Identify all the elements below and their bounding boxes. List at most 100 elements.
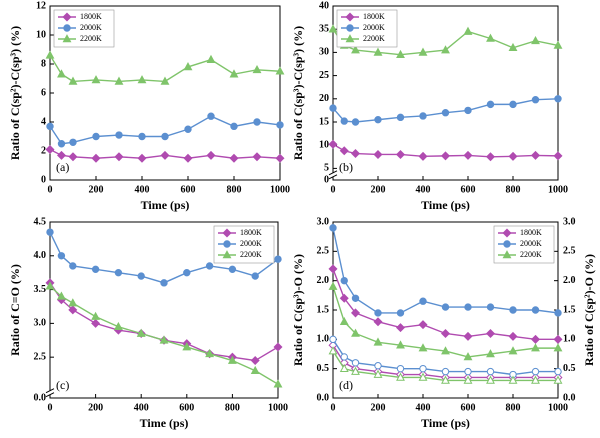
- marker: [486, 303, 495, 311]
- marker: [418, 151, 428, 161]
- marker: [485, 152, 496, 162]
- marker: [160, 150, 170, 160]
- marker: [205, 348, 215, 358]
- marker: [137, 75, 147, 84]
- marker: [340, 276, 348, 285]
- marker: [395, 149, 406, 159]
- y-tick-label: 10: [36, 29, 46, 40]
- marker: [273, 342, 283, 352]
- x-axis-label: Time (ps): [421, 416, 470, 430]
- legend: 1800K 2000K 2200K: [336, 9, 398, 48]
- y-tick-label: 2.0: [317, 275, 330, 286]
- marker: [223, 240, 231, 248]
- y-tick-label: 0: [324, 174, 329, 185]
- marker: [440, 151, 451, 161]
- marker: [351, 359, 360, 367]
- marker: [463, 352, 473, 361]
- marker: [418, 343, 428, 352]
- marker: [509, 306, 517, 314]
- y-tick-label: 8: [41, 58, 46, 69]
- marker: [553, 151, 563, 161]
- marker: [339, 316, 349, 326]
- x-tick-label: 600: [181, 184, 196, 195]
- legend-label: 1800K: [363, 12, 385, 21]
- y-tick-label: 35: [319, 23, 329, 34]
- marker: [91, 153, 101, 163]
- marker: [464, 303, 472, 311]
- marker: [57, 252, 66, 260]
- marker: [137, 153, 147, 163]
- x-tick-label: 800: [506, 184, 521, 195]
- marker: [530, 334, 541, 344]
- y-tick-label: 15: [319, 116, 329, 127]
- marker: [346, 24, 354, 32]
- marker: [508, 331, 518, 341]
- marker: [227, 355, 237, 364]
- marker: [137, 272, 145, 280]
- marker: [57, 140, 66, 148]
- marker: [46, 228, 54, 236]
- marker: [502, 228, 512, 238]
- marker: [503, 240, 511, 248]
- marker: [531, 367, 540, 376]
- panel-annotation: (a): [56, 160, 69, 174]
- y-tick-label: 4.0: [34, 250, 47, 261]
- marker: [222, 250, 232, 259]
- marker: [350, 308, 361, 318]
- marker: [531, 375, 540, 384]
- x-tick-label: 1000: [268, 402, 288, 413]
- marker: [91, 318, 101, 328]
- y-tick-label: 25: [319, 70, 329, 81]
- marker: [441, 303, 450, 311]
- axis-break-gap: [47, 390, 53, 395]
- marker: [350, 149, 361, 159]
- y-tick-label: 3.0: [34, 318, 47, 329]
- marker: [531, 35, 540, 45]
- marker: [229, 153, 239, 163]
- marker: [351, 294, 360, 302]
- x-tick-label: 600: [461, 184, 476, 195]
- marker: [161, 132, 169, 141]
- x-axis-label: Time (ps): [141, 198, 190, 212]
- y-tick-label: 4.5: [34, 216, 47, 227]
- y-tick-label: 30: [319, 47, 329, 58]
- marker: [374, 115, 382, 124]
- marker: [373, 317, 383, 327]
- marker: [396, 113, 405, 122]
- y-tick-label: 3.5: [34, 284, 47, 295]
- marker: [329, 224, 337, 232]
- y-tick-label: 2: [41, 145, 46, 156]
- y2-axis-label: Ratio of C(sp²)-O (%): [582, 254, 596, 366]
- marker: [419, 297, 427, 305]
- y-axis-label: Ratio of C=O (%): [8, 264, 22, 356]
- y-tick-label: 0.5: [563, 363, 576, 374]
- legend: 1800K 2000K 2200K: [493, 225, 555, 264]
- x-tick-label: 400: [416, 402, 431, 413]
- marker: [275, 66, 285, 75]
- series-line: [332, 286, 558, 358]
- marker: [419, 364, 427, 373]
- marker: [508, 42, 518, 52]
- marker: [441, 375, 450, 384]
- marker: [463, 26, 473, 35]
- marker: [69, 138, 77, 147]
- x-tick-label: 400: [135, 184, 150, 195]
- x-axis-label: Time (ps): [140, 416, 189, 430]
- marker: [351, 118, 360, 126]
- marker: [441, 45, 450, 54]
- marker: [253, 118, 261, 126]
- marker: [159, 335, 169, 344]
- x-axis-label: Time (ps): [421, 198, 470, 212]
- marker: [68, 305, 78, 315]
- marker: [345, 34, 355, 43]
- marker: [205, 262, 214, 270]
- marker: [486, 367, 495, 376]
- marker: [328, 346, 338, 355]
- marker: [183, 153, 193, 163]
- marker: [553, 334, 563, 344]
- marker: [441, 346, 450, 355]
- y-tick-label: 0: [41, 174, 46, 185]
- marker: [554, 367, 562, 376]
- marker: [441, 109, 450, 117]
- y-tick-label: 3.0: [317, 216, 330, 227]
